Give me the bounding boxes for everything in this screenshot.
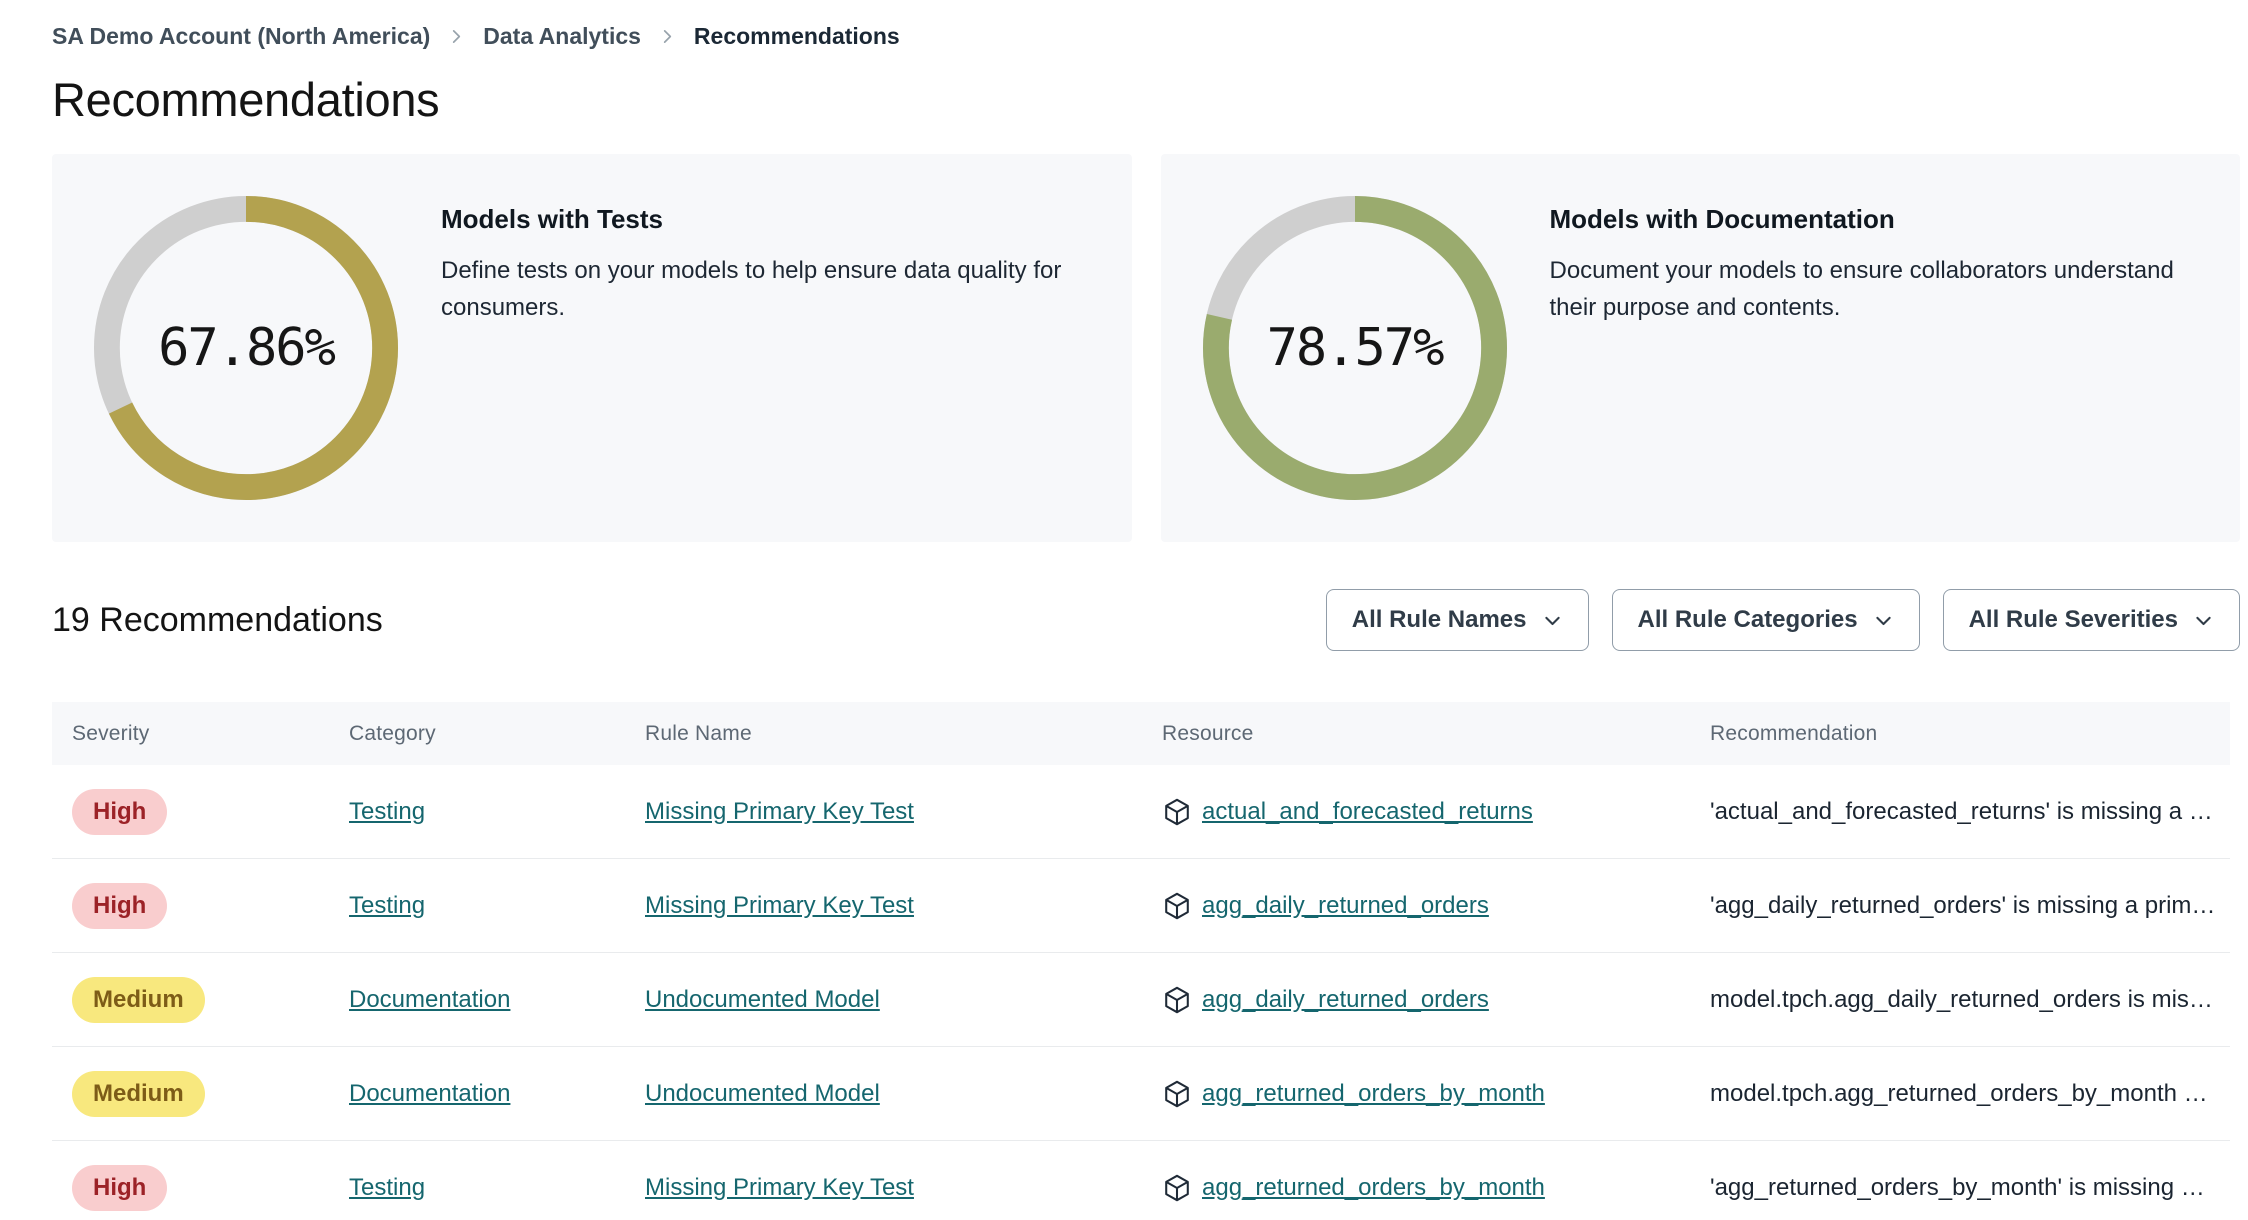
- page-title: Recommendations: [52, 73, 440, 126]
- recommendations-count: 19 Recommendations: [52, 600, 383, 639]
- table-row: High Testing Missing Primary Key Test ag…: [52, 859, 2230, 953]
- card-text-block: Models with Documentation Document your …: [1550, 204, 2215, 542]
- model-cube-icon: [1165, 798, 1189, 825]
- card-text-block: Models with Tests Define tests on your m…: [441, 204, 1106, 542]
- chevron-down-icon: [2196, 616, 2211, 625]
- rule-name-link[interactable]: Missing Primary Key Test: [645, 1173, 914, 1201]
- rule-name-link[interactable]: Undocumented Model: [645, 985, 880, 1013]
- severity-badge: High: [72, 882, 168, 929]
- rule-severities-filter[interactable]: All Rule Severities: [1942, 589, 2240, 651]
- model-cube-icon: [1165, 986, 1189, 1013]
- breadcrumb: SA Demo Account (North America) Data Ana…: [52, 0, 2240, 50]
- table-row: High Testing Missing Primary Key Test ag…: [52, 1141, 2230, 1220]
- chevron-right-icon: [663, 30, 672, 43]
- filter-group: All Rule Names All Rule Categories All R…: [1325, 589, 2240, 651]
- category-link[interactable]: Testing: [349, 1173, 426, 1201]
- category-link[interactable]: Documentation: [349, 1079, 511, 1107]
- card-description: Define tests on your models to help ensu…: [441, 257, 1062, 321]
- recommendations-table: Severity Category Rule Name Resource Rec…: [52, 702, 2230, 1220]
- recommendation-text: 'agg_returned_orders_by_month' is missin…: [1710, 1173, 2205, 1201]
- documentation-percent-value: 78.57%: [1266, 318, 1445, 378]
- rule-name-link[interactable]: Undocumented Model: [645, 1079, 880, 1107]
- recommendation-text: 'agg_daily_returned_orders' is missing a…: [1710, 891, 2216, 919]
- page-content: SA Demo Account (North America) Data Ana…: [52, 0, 2240, 1220]
- documentation-donut-chart: 78.57%: [1200, 193, 1510, 503]
- list-toolbar: 19 Recommendations All Rule Names All Ru…: [52, 589, 2240, 651]
- severity-badge: Medium: [72, 976, 205, 1023]
- tests-percent-value: 67.86%: [158, 318, 336, 378]
- category-link[interactable]: Testing: [349, 891, 426, 919]
- models-with-documentation-card: 78.57% Models with Documentation Documen…: [1160, 154, 2240, 542]
- chevron-down-icon: [1875, 616, 1891, 625]
- table-header: Severity Category Rule Name Resource Rec…: [52, 702, 2230, 765]
- rule-name-link[interactable]: Missing Primary Key Test: [645, 797, 914, 825]
- recommendation-text: 'actual_and_forecasted_returns' is missi…: [1710, 797, 2213, 825]
- donut-arc: [1202, 195, 1507, 501]
- resource-link[interactable]: actual_and_forecasted_returns: [1202, 797, 1533, 825]
- card-description: Document your models to ensure collabora…: [1549, 257, 2174, 321]
- severity-badge: High: [72, 788, 168, 835]
- recommendation-text: model.tpch.agg_daily_returned_orders is …: [1710, 985, 2213, 1013]
- resource-link[interactable]: agg_returned_orders_by_month: [1202, 1173, 1545, 1201]
- model-cube-icon: [1165, 892, 1189, 919]
- donut-arc: [93, 195, 399, 501]
- breadcrumb-project[interactable]: Data Analytics: [483, 23, 641, 49]
- model-cube-icon: [1165, 1174, 1189, 1201]
- rule-name-link[interactable]: Missing Primary Key Test: [645, 891, 914, 919]
- resource-link[interactable]: agg_returned_orders_by_month: [1202, 1079, 1545, 1107]
- chevron-right-icon: [453, 30, 461, 43]
- filter-label: All Rule Severities: [1968, 606, 2178, 633]
- tests-donut-chart: 67.86%: [91, 193, 401, 503]
- column-header-resource: Resource: [1162, 721, 1254, 745]
- breadcrumb-account[interactable]: SA Demo Account (North America): [52, 23, 431, 49]
- table-row: High Testing Missing Primary Key Test ac…: [52, 765, 2230, 859]
- filter-label: All Rule Names: [1351, 606, 1527, 633]
- model-cube-icon: [1165, 1080, 1189, 1107]
- resource-link[interactable]: agg_daily_returned_orders: [1202, 985, 1489, 1013]
- column-header-severity: Severity: [72, 721, 150, 745]
- metric-cards: 67.86% Models with Tests Define tests on…: [52, 154, 2240, 542]
- models-with-tests-card: 67.86% Models with Tests Define tests on…: [52, 154, 1132, 542]
- table-row: Medium Documentation Undocumented Model …: [52, 953, 2230, 1047]
- table-row: Medium Documentation Undocumented Model …: [52, 1047, 2230, 1141]
- category-link[interactable]: Testing: [349, 797, 426, 825]
- severity-badge: Medium: [72, 1070, 205, 1117]
- resource-link[interactable]: agg_daily_returned_orders: [1202, 891, 1489, 919]
- breadcrumb-current: Recommendations: [693, 23, 900, 49]
- rule-names-filter[interactable]: All Rule Names: [1325, 589, 1589, 651]
- card-title: Models with Tests: [441, 204, 663, 234]
- column-header-recommendation: Recommendation: [1710, 721, 1878, 745]
- category-link[interactable]: Documentation: [349, 985, 511, 1013]
- chevron-down-icon: [1544, 616, 1560, 625]
- card-title: Models with Documentation: [1549, 204, 1895, 234]
- filter-label: All Rule Categories: [1637, 606, 1858, 633]
- column-header-rule-name: Rule Name: [645, 721, 752, 745]
- rule-categories-filter[interactable]: All Rule Categories: [1611, 589, 1920, 651]
- column-header-category: Category: [349, 721, 436, 745]
- severity-badge: High: [72, 1164, 168, 1211]
- recommendation-text: model.tpch.agg_returned_orders_by_month …: [1710, 1079, 2208, 1107]
